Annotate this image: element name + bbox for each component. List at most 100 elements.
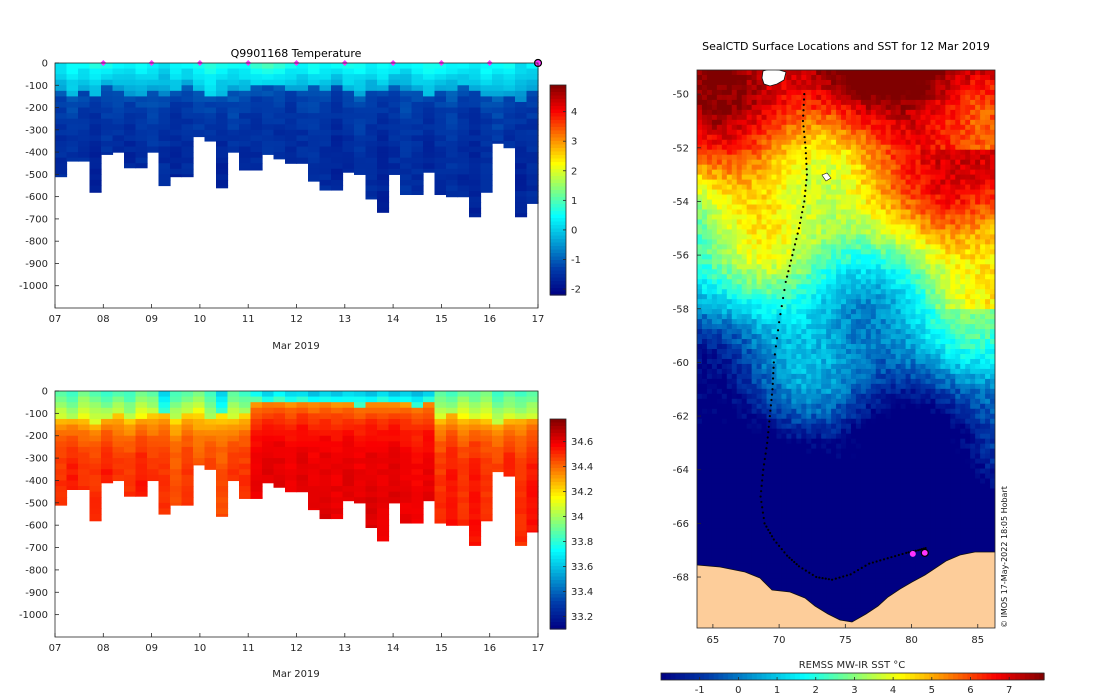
sst-cell — [726, 259, 733, 265]
sst-cell — [935, 94, 941, 101]
sst-cell — [697, 274, 703, 280]
colorbar-frame — [549, 418, 567, 630]
salinity-cell — [170, 435, 183, 442]
sst-cell — [846, 154, 852, 161]
sst-cell — [890, 109, 897, 116]
sst-cell — [791, 79, 797, 86]
temperature-cell — [170, 140, 183, 148]
salinity-cell — [250, 474, 263, 482]
sst-cell — [781, 99, 787, 106]
colorbar-frame — [549, 84, 567, 296]
sst-cell — [846, 279, 852, 285]
temperature-cell — [411, 124, 424, 131]
sst-cell — [990, 189, 995, 196]
sst-cell — [801, 154, 807, 161]
sst-cell — [935, 174, 941, 181]
sst-cell — [910, 159, 917, 166]
sst-cell — [831, 239, 837, 245]
sst-cell — [855, 239, 862, 245]
sst-cell — [771, 169, 778, 176]
sst-cell — [831, 299, 837, 305]
sst-cell — [746, 174, 753, 181]
temperature-cell — [170, 107, 183, 114]
sst-cell — [975, 114, 981, 121]
salinity-cell — [66, 446, 79, 454]
sst-cell — [950, 134, 956, 141]
sst-cell — [895, 199, 902, 206]
sst-cell — [935, 179, 941, 186]
temperature-cell — [319, 85, 332, 92]
sst-cell — [836, 289, 842, 295]
sst-cell — [860, 109, 867, 116]
salinity-cell — [66, 469, 79, 476]
temperature-cell — [89, 129, 102, 136]
sst-cell — [806, 254, 812, 260]
colorbar-segment — [550, 464, 566, 469]
sst-cell — [736, 164, 743, 171]
sst-cell — [697, 314, 703, 320]
sst-cell — [716, 229, 723, 236]
salinity-cell — [55, 407, 68, 414]
sst-cell — [935, 149, 941, 156]
salinity-cell — [319, 514, 332, 520]
salinity-cell — [319, 435, 332, 442]
temperature-cell — [331, 68, 344, 75]
sst-cell — [975, 104, 981, 111]
sst-cell — [870, 79, 877, 86]
sst-cell — [905, 174, 912, 181]
salinity-cell — [204, 463, 217, 470]
colorbar-segment — [550, 510, 566, 515]
temperature-cell — [308, 179, 321, 182]
temperature-cell — [365, 146, 378, 153]
temperature-cell — [124, 96, 137, 103]
salinity-cell — [296, 435, 309, 442]
salinity-cell — [227, 413, 240, 420]
sst-cell — [900, 119, 907, 126]
salinity-cell — [193, 452, 206, 459]
sst-cell — [776, 194, 783, 201]
temperature-cell — [285, 135, 298, 142]
sst-cell — [955, 154, 961, 161]
salinity-cell — [181, 486, 194, 493]
sst-cell — [821, 229, 827, 236]
temperature-cell — [124, 68, 137, 75]
sst-cell — [711, 249, 718, 255]
sst-cell — [786, 119, 792, 126]
temperature-cell — [400, 191, 413, 196]
sst-cell — [925, 94, 932, 101]
sst-cell — [786, 70, 792, 76]
sst-cell — [955, 144, 961, 151]
sst-cell — [796, 159, 802, 166]
salinity-cell — [158, 435, 171, 442]
sst-cell — [895, 84, 902, 91]
sst-cell — [836, 264, 842, 270]
sst-cell — [915, 309, 922, 315]
temperature-cell — [124, 74, 137, 81]
sst-cell — [831, 94, 837, 101]
sst-cell — [801, 179, 807, 186]
salinity-cell — [492, 418, 505, 426]
salinity-cell — [170, 480, 183, 487]
salinity-cell — [469, 458, 482, 465]
sst-cell — [721, 299, 728, 305]
salinity-cell — [170, 469, 183, 476]
sst-cell — [925, 204, 932, 211]
salinity-cell — [239, 474, 252, 482]
sst-cell — [865, 104, 872, 111]
salinity-cell — [124, 418, 137, 426]
sst-cell — [751, 269, 758, 275]
sst-cell — [985, 74, 991, 81]
salinity-cell — [354, 486, 367, 493]
sst-cell — [865, 304, 872, 310]
temperature-cell — [78, 101, 91, 109]
sst-cell — [895, 294, 902, 300]
temperature-cell — [296, 68, 309, 75]
sst-cell — [940, 139, 946, 146]
salinity-cell — [365, 474, 378, 482]
salinity-cell — [273, 441, 286, 448]
sst-cell — [741, 109, 748, 116]
sst-cell — [706, 89, 713, 96]
sst-cell — [970, 179, 976, 186]
sst-cell — [880, 184, 887, 191]
salinity-cell — [434, 486, 447, 493]
